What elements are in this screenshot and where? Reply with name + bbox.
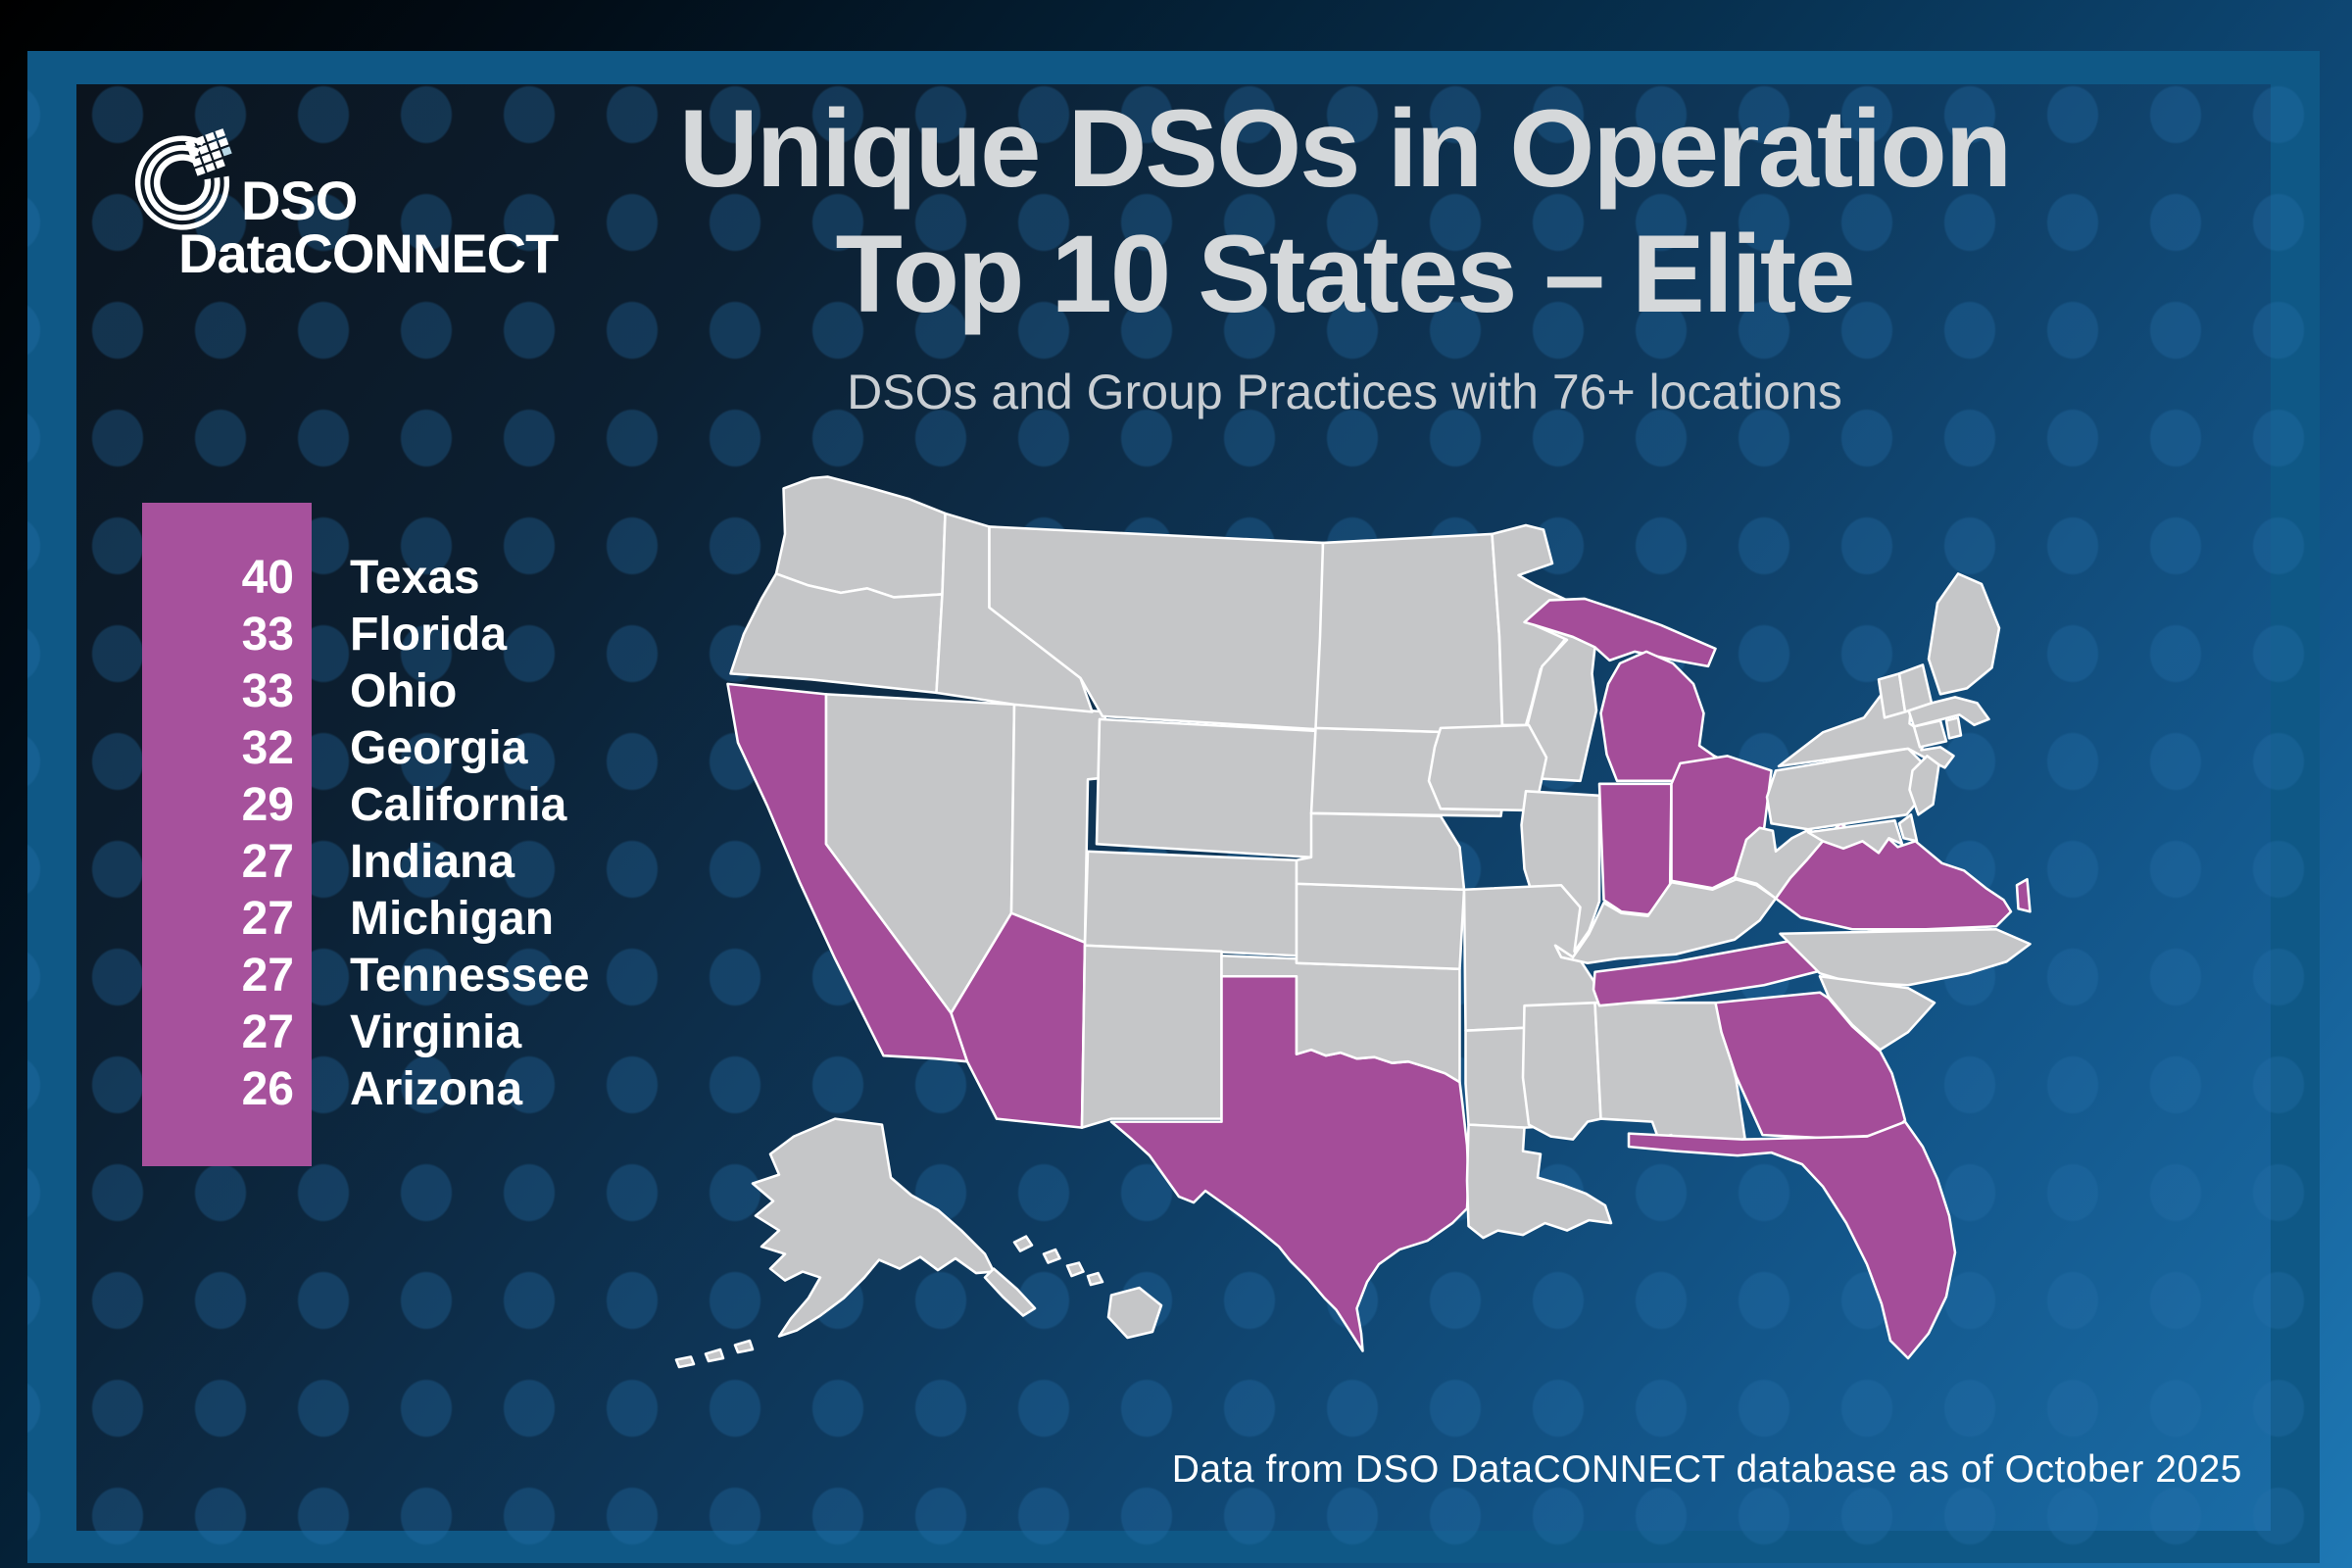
- ranking-row: 27 Indiana: [142, 833, 769, 890]
- ranking-row: 26 Arizona: [142, 1060, 769, 1117]
- data-source-note: Data from DSO DataCONNECT database as of…: [1171, 1448, 2242, 1491]
- ranking-value: 32: [241, 721, 294, 774]
- state-shape-ri: Rhode Island: [1944, 716, 1963, 740]
- ranking-value: 40: [241, 551, 294, 604]
- state-shape-ak: Alaska: [751, 1117, 996, 1338]
- state-shape-de: Delaware: [1897, 813, 1919, 843]
- state-shape-ne: Nebraska: [1295, 811, 1466, 892]
- ranking-state-label: Florida: [350, 608, 508, 661]
- ranking-row: 33 Ohio: [142, 662, 769, 719]
- ranking-value: 33: [241, 664, 294, 717]
- page-subtitle: DSOs and Group Practices with 76+ locati…: [847, 365, 1842, 420]
- state-shape-ms: Mississippi: [1521, 1001, 1602, 1141]
- state-shape-wy: Wyoming: [1095, 717, 1317, 859]
- state-shape-nh: New Hampshire: [1897, 663, 1934, 713]
- state-shape-az: Arizona: [950, 911, 1087, 1129]
- ranking-state-label: Arizona: [350, 1062, 523, 1115]
- ranking-row: 32 Georgia: [142, 719, 769, 776]
- ranking-value: 26: [241, 1062, 294, 1115]
- header: Unique DSOs in Operation Top 10 States –…: [659, 86, 2031, 420]
- ranking-value: 27: [241, 1005, 294, 1058]
- state-shape-me: Maine: [1927, 572, 2001, 696]
- logo-accent-tile: [220, 146, 232, 157]
- state-shape-fl: Florida: [1627, 1120, 1957, 1360]
- ranking-value: 27: [241, 949, 294, 1002]
- state-shape-ak-a2: Aleutian Island: [704, 1348, 725, 1363]
- state-shape-hi-3: Hawaii Molokai: [1065, 1261, 1085, 1278]
- state-shape-hi-2: Hawaii Oahu: [1042, 1248, 1061, 1264]
- state-shape-va-es: Virginia Eastern Shore: [2015, 877, 2032, 913]
- ranking-row: 27 Virginia: [142, 1004, 769, 1060]
- state-shape-ak-a3: Aleutian Island: [674, 1355, 696, 1369]
- ranking-row: 27 Tennessee: [142, 947, 769, 1004]
- ranking-row: 33 Florida: [142, 606, 769, 662]
- state-shape-wa: Washington: [774, 475, 947, 599]
- state-shape-nm: New Mexico: [1080, 944, 1223, 1129]
- state-shape-pa: Pennsylvania: [1765, 747, 1929, 831]
- ranking-state-label: Tennessee: [350, 949, 590, 1002]
- page-title-line1: Unique DSOs in Operation: [678, 87, 2012, 210]
- ranking-state-label: Ohio: [350, 664, 458, 717]
- ranking-row: 40 Texas: [142, 549, 769, 606]
- ranking-row: 29 California: [142, 776, 769, 833]
- dso-arcs-icon: [134, 128, 232, 230]
- ranking-value: 29: [241, 778, 294, 831]
- state-shape-hi-4: Hawaii Maui: [1086, 1271, 1104, 1287]
- state-shape-ga: Georgia: [1714, 991, 1907, 1140]
- ranking-highlight-bar: [142, 503, 312, 1166]
- ranking-state-label: Georgia: [350, 721, 528, 774]
- state-shape-ak-ph: Alaska Panhandle: [983, 1267, 1037, 1317]
- state-shape-nc: North Carolina: [1779, 927, 2032, 987]
- ranking-state-label: California: [350, 778, 567, 831]
- us-choropleth-map: WashingtonOregonCaliforniaNevadaUtahIdah…: [674, 475, 2032, 1369]
- ranking-state-label: Michigan: [350, 892, 555, 945]
- logo-text-dso: DSO: [241, 170, 358, 231]
- state-shape-co: Colorado: [1083, 850, 1298, 957]
- ranking-state-label: Texas: [350, 551, 480, 604]
- ranking-list: 40 Texas 33 Florida 33 Ohio 32 Georgia 29 Califor…: [142, 503, 769, 1117]
- state-shape-la: Louisiana: [1465, 1123, 1613, 1240]
- state-shape-md: Maryland: [1806, 819, 1904, 855]
- state-shape-ak-a1: Aleutian Island: [733, 1339, 755, 1354]
- ranking-row: 27 Michigan: [142, 890, 769, 947]
- ranking-value: 27: [241, 892, 294, 945]
- ranking-state-label: Indiana: [350, 835, 515, 888]
- page-title-line2: Top 10 States – Elite: [835, 212, 1856, 335]
- logo-grid-tiles: [184, 128, 232, 176]
- ranking-value: 27: [241, 835, 294, 888]
- state-shape-hi-5: Hawaii Big Island: [1106, 1286, 1163, 1340]
- logo-text-dataconnect: DataCONNECT: [178, 222, 559, 284]
- state-shape-in: Indiana: [1597, 782, 1673, 916]
- state-shape-hi-1: Hawaii Kauai: [1012, 1235, 1034, 1252]
- state-shape-nd: North Dakota: [1314, 532, 1504, 736]
- state-shape-mi-up: Michigan Upper Peninsula: [1523, 597, 1717, 668]
- state-shape-ks: Kansas: [1295, 882, 1466, 970]
- state-shape-nj: New Jersey: [1908, 755, 1940, 816]
- ranking-value: 33: [241, 608, 294, 661]
- ranking-state-label: Virginia: [350, 1005, 522, 1058]
